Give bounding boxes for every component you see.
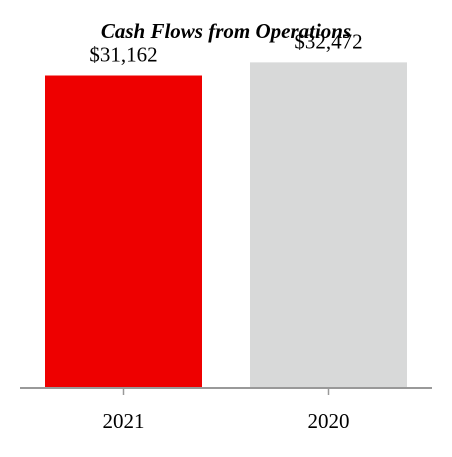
bars-layer — [45, 62, 407, 388]
data-label-2021: $31,162 — [89, 43, 157, 67]
x-tick-label-2021: 2021 — [103, 409, 145, 433]
chart-title: Cash Flows from Operations — [101, 19, 351, 43]
bar-2021 — [45, 75, 202, 388]
x-tick-label-2020: 2020 — [308, 409, 350, 433]
bar-2020 — [250, 62, 407, 388]
data-label-2020: $32,472 — [294, 29, 362, 53]
data-labels-layer: $31,162 $32,472 — [89, 29, 362, 66]
x-ticks-layer: 2021 2020 — [103, 388, 350, 433]
